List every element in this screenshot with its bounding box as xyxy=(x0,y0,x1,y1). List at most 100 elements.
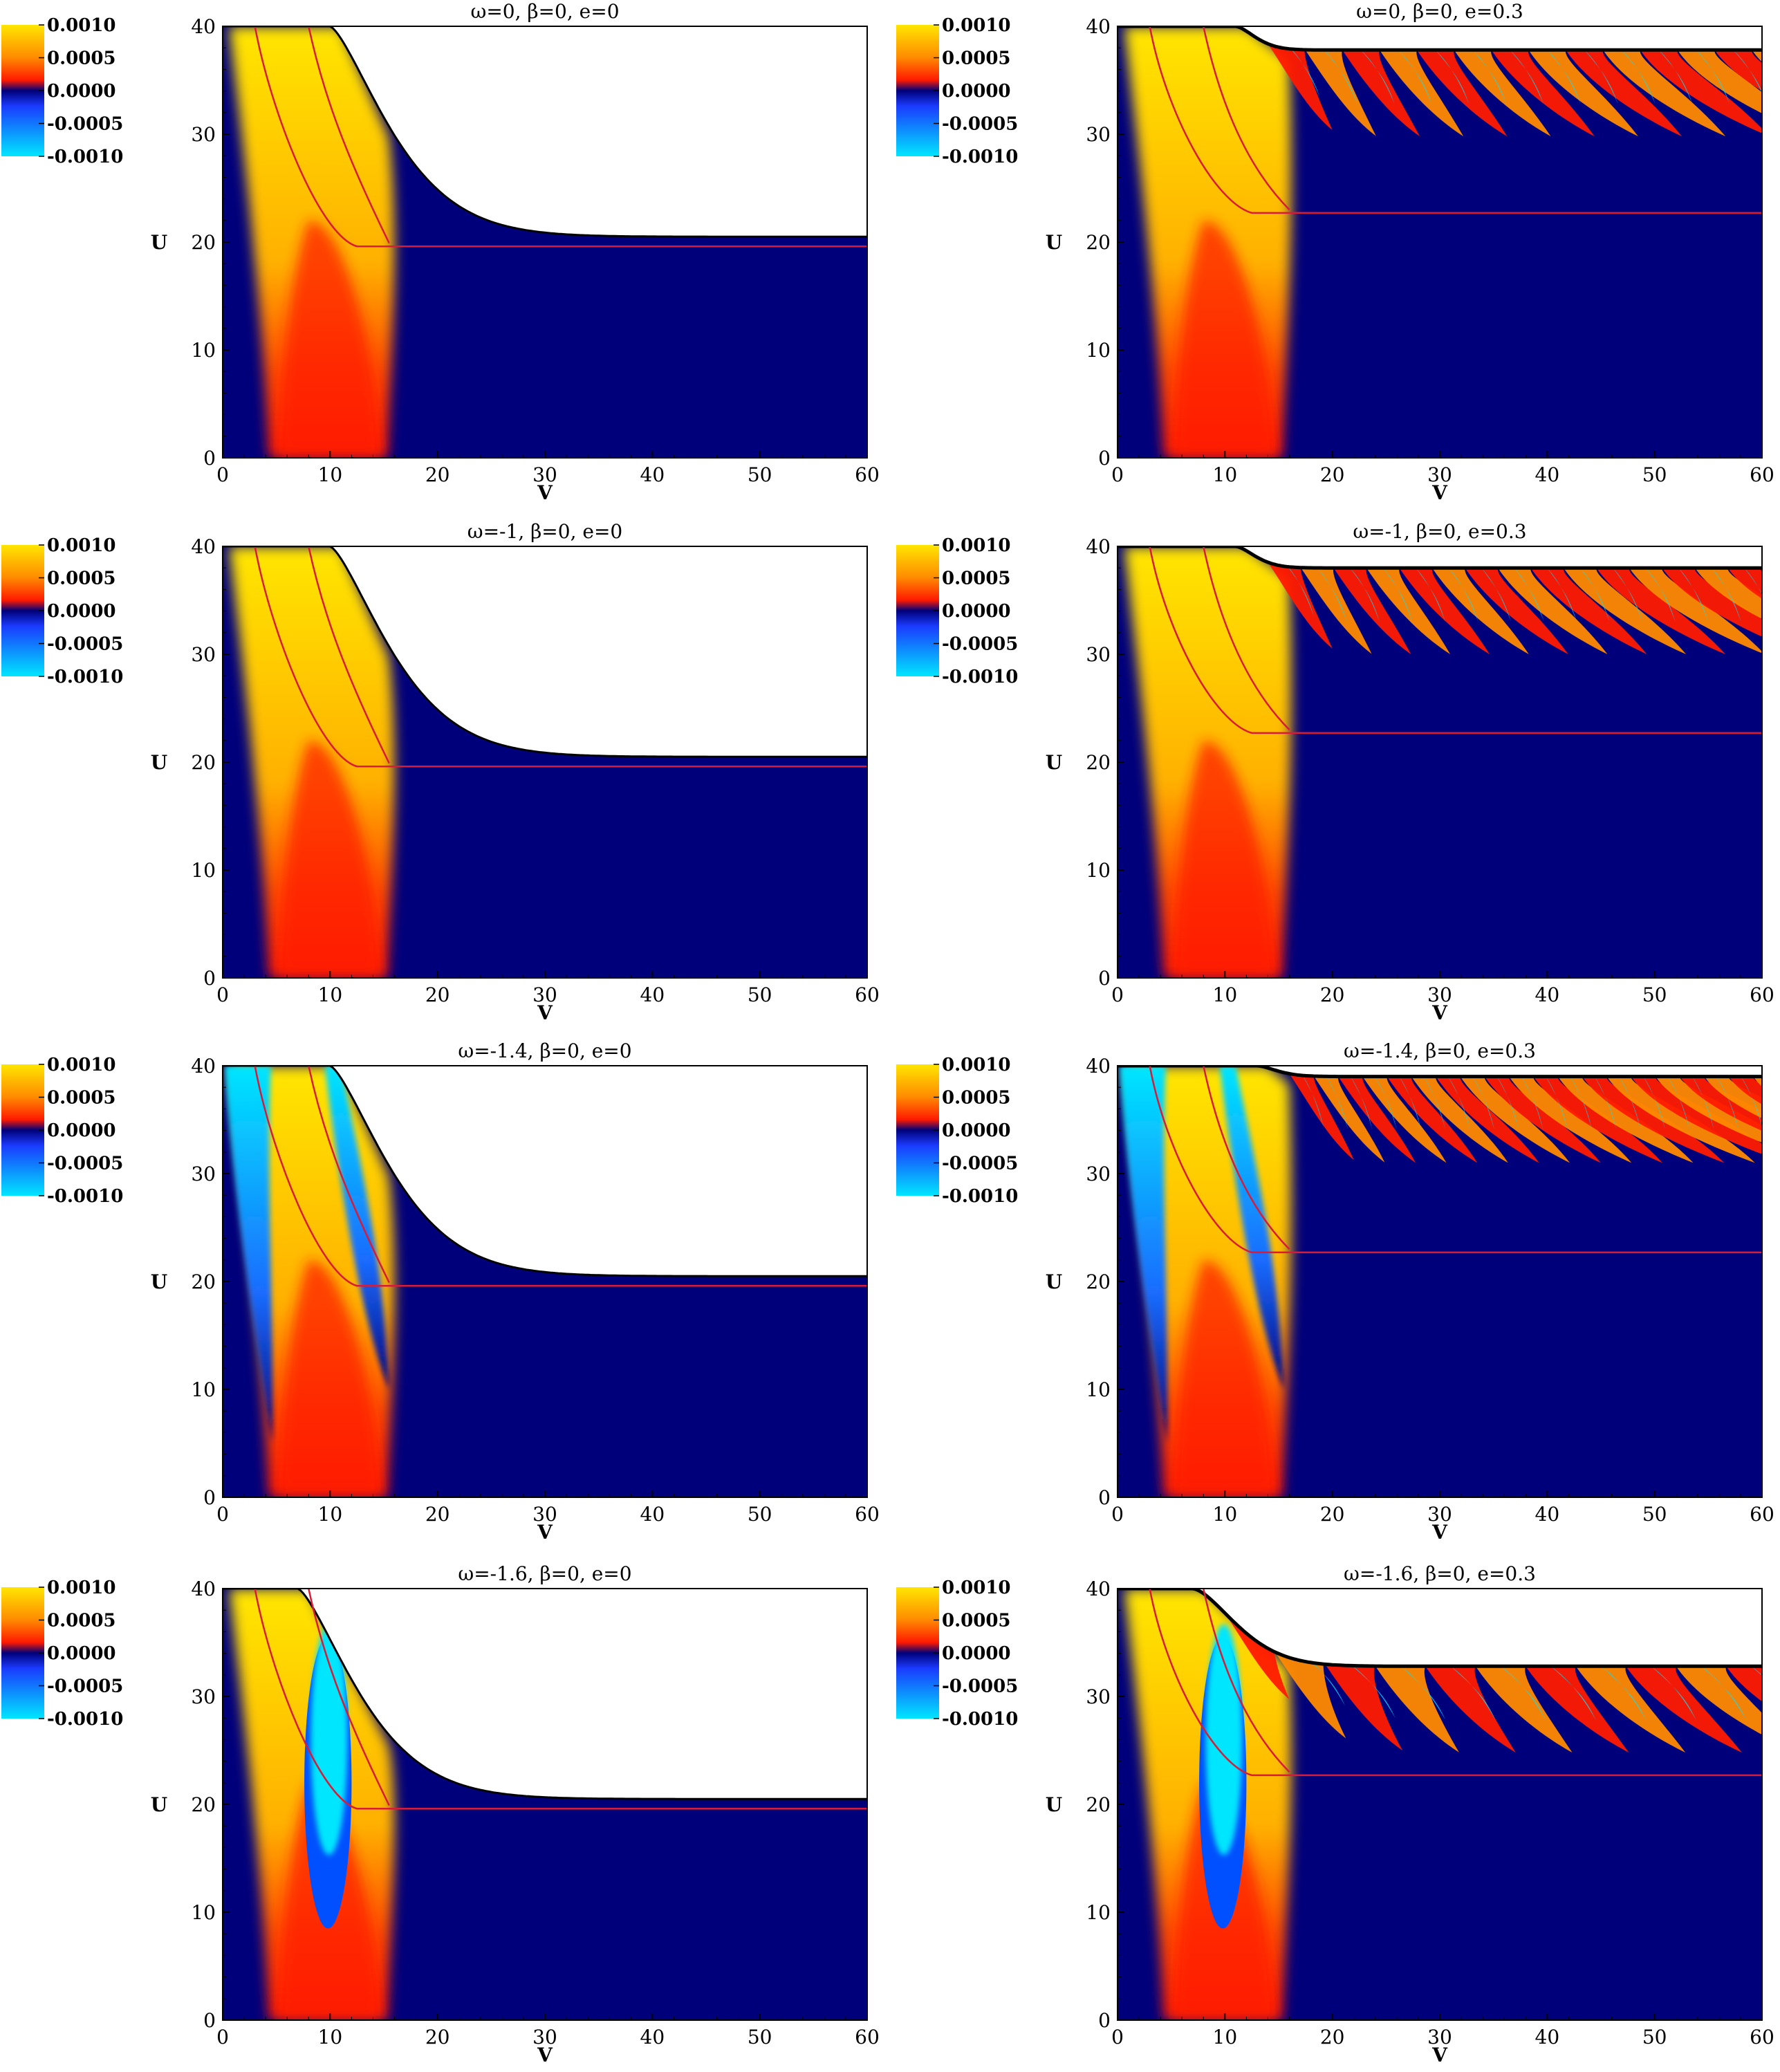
panel-title: ω=-1, β=0, e=0 xyxy=(467,520,622,543)
x-tick-label: 50 xyxy=(1642,983,1667,1006)
y-tick-label: 10 xyxy=(191,859,216,882)
panel-title: ω=0, β=0, e=0 xyxy=(470,0,619,23)
oscillation-lobes xyxy=(1225,1613,1780,1753)
panel-6: 0 10 20 30 40 50 60 0 10 20 30 40 V Uω=-1.4, β=0, e=0… xyxy=(896,1039,1780,1544)
colorbar-label: 0.0000 xyxy=(47,81,116,102)
colorbar-label: 0.0005 xyxy=(942,568,1011,589)
panel-title: ω=-1.6, β=0, e=0.3 xyxy=(1344,1562,1536,1585)
colorbar-label: -0.0005 xyxy=(942,1154,1018,1174)
negative-region-right xyxy=(1219,1066,1284,1389)
region-above-boundary xyxy=(1118,546,1762,568)
lobe-positive xyxy=(1662,568,1762,637)
lobe-positive xyxy=(1656,1076,1762,1143)
lobe-positive xyxy=(1342,50,1420,137)
lobe-positive xyxy=(1416,50,1508,137)
panel-title: ω=-1, β=0, e=0.3 xyxy=(1353,520,1526,543)
region-above-boundary xyxy=(1118,1066,1762,1077)
y-tick-label: 20 xyxy=(1086,1270,1111,1293)
colorbar-label: 0.0005 xyxy=(47,48,116,69)
colorbar-label: 0.0005 xyxy=(47,1088,116,1109)
y-tick-label: 0 xyxy=(1098,447,1111,470)
colorbar: 0.0010 0.0005 0.0000 -0.0005 -0.0010 xyxy=(1,535,123,687)
y-tick-label: 20 xyxy=(191,231,216,254)
panel-title: ω=0, β=0, e=0.3 xyxy=(1356,0,1523,23)
colorbar-gradient xyxy=(1,545,44,676)
lobe-positive xyxy=(1680,1076,1762,1131)
negative-region-right xyxy=(324,1066,389,1389)
apparent-horizon-contour xyxy=(1149,26,1762,214)
lobe-positive xyxy=(1305,49,1376,136)
lobe-positive xyxy=(1714,50,1762,91)
y-tick-label: 40 xyxy=(1086,1055,1111,1077)
colorbar-label: 0.0000 xyxy=(47,1120,116,1141)
x-tick-label: 40 xyxy=(1535,1503,1560,1526)
colorbar-gradient xyxy=(1,25,44,156)
colorbar-label: -0.0010 xyxy=(942,147,1018,167)
x-tick-label: 50 xyxy=(748,463,772,486)
x-tick-label: 50 xyxy=(1642,463,1667,486)
x-tick-label: 10 xyxy=(318,983,343,1006)
x-axis-label: V xyxy=(537,1521,553,1544)
lobe-positive xyxy=(1629,568,1762,654)
lobe-positive xyxy=(1626,1666,1743,1753)
contour-curve xyxy=(1203,26,1290,211)
x-tick-label: 30 xyxy=(1427,983,1452,1006)
x-tick-label: 10 xyxy=(318,2026,343,2048)
lobe-positive xyxy=(1425,1666,1516,1753)
x-tick-label: 50 xyxy=(1642,2026,1667,2048)
x-tick-label: 20 xyxy=(1320,2026,1345,2048)
lobe-positive xyxy=(1268,562,1333,649)
lobe-positive xyxy=(1436,1076,1539,1163)
x-tick-label: 60 xyxy=(855,2026,880,2048)
y-tick-label: 10 xyxy=(191,1378,216,1401)
y-tick-label: 40 xyxy=(191,1578,216,1600)
y-tick-label: 30 xyxy=(191,123,216,146)
x-tick-label: 0 xyxy=(1111,2026,1124,2048)
heatmap-area xyxy=(1118,546,1780,978)
x-tick-label: 10 xyxy=(1213,463,1238,486)
x-tick-label: 0 xyxy=(216,2026,229,2048)
lobe-positive xyxy=(1313,1076,1385,1163)
colorbar-gradient xyxy=(896,1587,939,1719)
apparent-horizon-contour xyxy=(1149,1066,1762,1254)
band-core xyxy=(1173,740,1277,978)
lobe-positive xyxy=(1704,1076,1762,1118)
heatmap-area xyxy=(1118,26,1780,458)
y-axis-label: U xyxy=(151,751,167,774)
colorbar: 0.0010 0.0005 0.0000 -0.0005 -0.0010 xyxy=(1,1055,123,1207)
region-above-boundary xyxy=(223,26,867,237)
y-tick-label: 0 xyxy=(1098,2009,1111,2032)
y-tick-label: 0 xyxy=(203,967,216,990)
colorbar-label: 0.0000 xyxy=(47,601,116,622)
y-tick-label: 30 xyxy=(1086,1685,1111,1708)
lobe-positive xyxy=(1460,1076,1570,1163)
colorbar-label: -0.0005 xyxy=(47,114,123,135)
boundary-curve xyxy=(1118,546,1762,570)
heatmap-area xyxy=(1118,1589,1780,2020)
y-tick-label: 30 xyxy=(191,643,216,666)
lobe-negative xyxy=(1770,50,1780,104)
x-tick-label: 0 xyxy=(216,983,229,1006)
lobe-positive xyxy=(1528,50,1638,137)
lobe-positive xyxy=(1778,1077,1780,1163)
heatmap-area xyxy=(223,546,867,978)
x-tick-label: 10 xyxy=(1213,1503,1238,1526)
panel-2: 0 10 20 30 40 50 60 0 10 20 30 40 V Uω=0, β=0, e=0.3 0… xyxy=(896,0,1780,504)
lobe-positive xyxy=(1777,1666,1780,1752)
colorbar-label: 0.0000 xyxy=(942,81,1011,102)
colorbar-label: 0.0005 xyxy=(47,568,116,589)
x-axis-label: V xyxy=(537,2044,553,2066)
lobe-negative xyxy=(1777,568,1780,622)
y-tick-label: 10 xyxy=(1086,859,1111,882)
y-tick-label: 40 xyxy=(191,15,216,38)
x-axis-label: V xyxy=(1431,2044,1448,2066)
x-tick-label: 60 xyxy=(855,1503,880,1526)
colorbar-label: 0.0010 xyxy=(47,1578,116,1598)
y-tick-label: 10 xyxy=(1086,1901,1111,1924)
x-axis-label: V xyxy=(537,1001,553,1024)
band-core xyxy=(1173,1259,1277,1497)
lobe-positive xyxy=(1631,1076,1762,1154)
colorbar: 0.0010 0.0005 0.0000 -0.0005 -0.0010 xyxy=(896,1055,1018,1207)
